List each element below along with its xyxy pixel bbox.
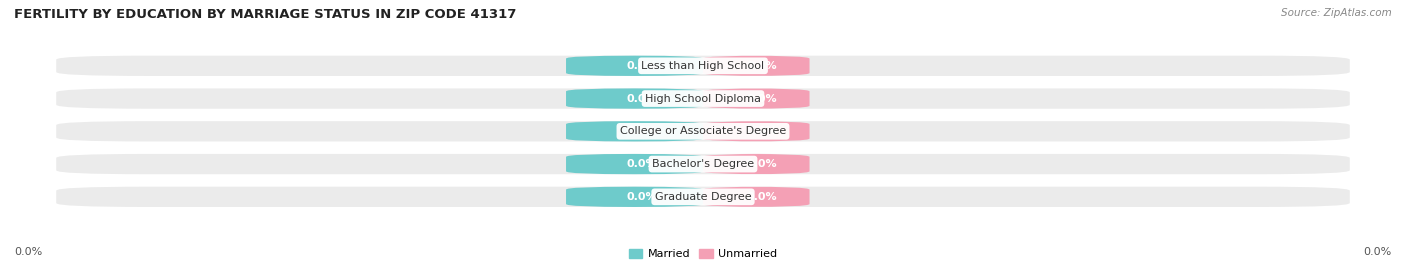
FancyBboxPatch shape <box>703 154 810 174</box>
FancyBboxPatch shape <box>567 154 703 174</box>
Text: 0.0%: 0.0% <box>14 247 42 257</box>
Text: Less than High School: Less than High School <box>641 61 765 71</box>
FancyBboxPatch shape <box>703 121 810 142</box>
Text: 0.0%: 0.0% <box>747 126 778 136</box>
Text: Bachelor's Degree: Bachelor's Degree <box>652 159 754 169</box>
Text: 0.0%: 0.0% <box>1364 247 1392 257</box>
Text: 0.0%: 0.0% <box>747 94 778 103</box>
Text: Graduate Degree: Graduate Degree <box>655 192 751 202</box>
FancyBboxPatch shape <box>567 121 703 142</box>
Text: College or Associate's Degree: College or Associate's Degree <box>620 126 786 136</box>
FancyBboxPatch shape <box>56 154 1350 174</box>
Text: FERTILITY BY EDUCATION BY MARRIAGE STATUS IN ZIP CODE 41317: FERTILITY BY EDUCATION BY MARRIAGE STATU… <box>14 8 516 21</box>
Legend: Married, Unmarried: Married, Unmarried <box>624 244 782 264</box>
FancyBboxPatch shape <box>567 187 703 207</box>
FancyBboxPatch shape <box>567 56 703 76</box>
Text: Source: ZipAtlas.com: Source: ZipAtlas.com <box>1281 8 1392 18</box>
FancyBboxPatch shape <box>56 121 1350 142</box>
FancyBboxPatch shape <box>567 88 703 109</box>
Text: High School Diploma: High School Diploma <box>645 94 761 103</box>
Text: 0.0%: 0.0% <box>626 61 657 71</box>
Text: 0.0%: 0.0% <box>626 126 657 136</box>
Text: 0.0%: 0.0% <box>747 192 778 202</box>
FancyBboxPatch shape <box>56 88 1350 109</box>
Text: 0.0%: 0.0% <box>747 159 778 169</box>
Text: 0.0%: 0.0% <box>747 61 778 71</box>
Text: 0.0%: 0.0% <box>626 159 657 169</box>
FancyBboxPatch shape <box>56 56 1350 76</box>
Text: 0.0%: 0.0% <box>626 94 657 103</box>
FancyBboxPatch shape <box>56 187 1350 207</box>
FancyBboxPatch shape <box>703 187 810 207</box>
FancyBboxPatch shape <box>703 88 810 109</box>
Text: 0.0%: 0.0% <box>626 192 657 202</box>
FancyBboxPatch shape <box>703 56 810 76</box>
